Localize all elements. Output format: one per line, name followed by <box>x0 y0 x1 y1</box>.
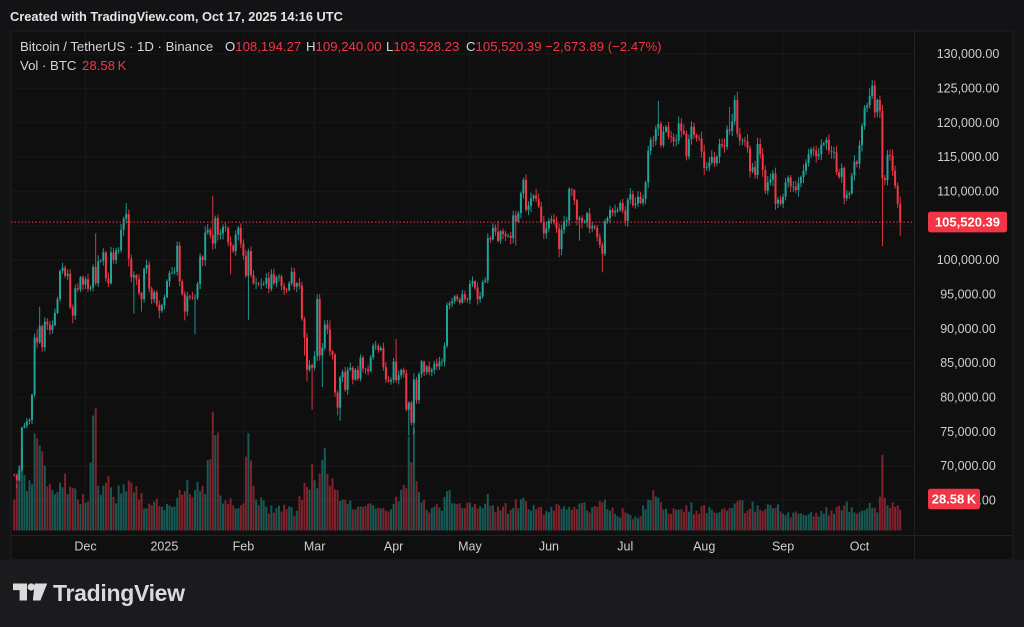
svg-text:75,000.00: 75,000.00 <box>940 425 996 439</box>
svg-text:105,520.39: 105,520.39 <box>935 215 1000 230</box>
svg-text:70,000.00: 70,000.00 <box>940 459 996 473</box>
svg-text:115,000.00: 115,000.00 <box>937 150 999 164</box>
svg-text:100,000.00: 100,000.00 <box>937 253 1000 267</box>
svg-text:Apr: Apr <box>384 540 403 554</box>
svg-text:80,000.00: 80,000.00 <box>940 391 996 405</box>
svg-text:110,000.00: 110,000.00 <box>937 185 999 199</box>
svg-text:O108,194.27: O108,194.27 <box>225 39 301 54</box>
svg-text:Dec: Dec <box>74 540 96 554</box>
svg-text:28.58 K: 28.58 K <box>82 58 127 73</box>
svg-text:C105,520.39: C105,520.39 <box>466 39 542 54</box>
svg-text:Sep: Sep <box>772 540 794 554</box>
svg-text:Aug: Aug <box>693 540 715 554</box>
svg-text:Created with TradingView.com,: Created with TradingView.com, Oct 17, 20… <box>10 9 343 24</box>
svg-text:2025: 2025 <box>150 540 178 554</box>
svg-text:Bitcoin / TetherUS · 1D · Bina: Bitcoin / TetherUS · 1D · Binance <box>20 39 213 54</box>
svg-text:125,000.00: 125,000.00 <box>937 82 1000 96</box>
svg-text:28.58 K: 28.58 K <box>932 492 977 507</box>
svg-text:Feb: Feb <box>233 540 255 554</box>
svg-text:Oct: Oct <box>850 540 870 554</box>
svg-text:120,000.00: 120,000.00 <box>937 116 1000 130</box>
svg-text:Mar: Mar <box>304 540 326 554</box>
svg-text:Jun: Jun <box>539 540 559 554</box>
svg-text:−2,673.89 (−2.47%): −2,673.89 (−2.47%) <box>545 39 662 54</box>
svg-text:Vol · BTC: Vol · BTC <box>20 58 77 73</box>
svg-text:May: May <box>458 540 482 554</box>
svg-text:90,000.00: 90,000.00 <box>940 322 996 336</box>
svg-text:H109,240.00: H109,240.00 <box>306 39 382 54</box>
svg-text:L103,528.23: L103,528.23 <box>386 39 459 54</box>
svg-text:Jul: Jul <box>617 540 633 554</box>
svg-text:TradingView: TradingView <box>53 580 185 606</box>
svg-text:95,000.00: 95,000.00 <box>940 288 996 302</box>
svg-text:130,000.00: 130,000.00 <box>937 47 1000 61</box>
svg-text:85,000.00: 85,000.00 <box>940 356 996 370</box>
